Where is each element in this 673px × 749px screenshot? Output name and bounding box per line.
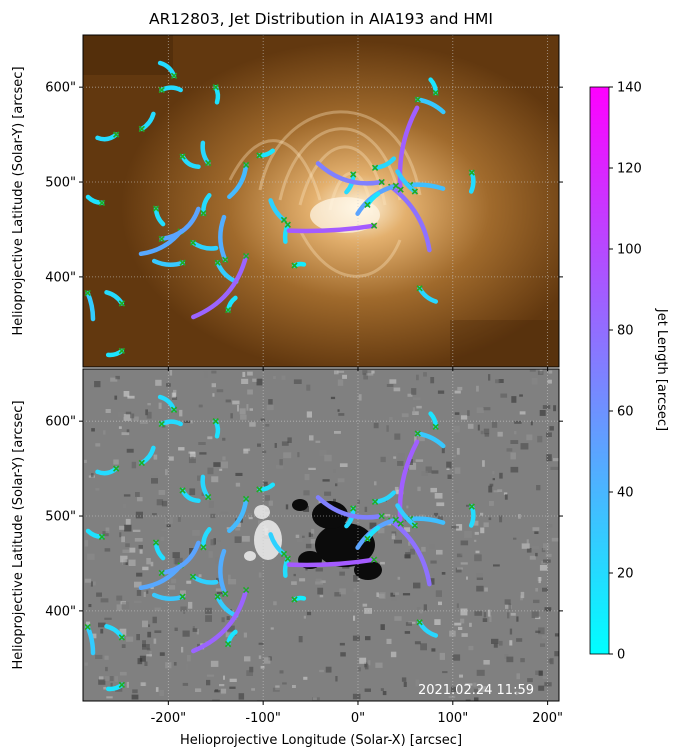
y-tick-label-1-2: 600" <box>45 415 76 430</box>
colorbar: 0 20 40 60 80 100 120 140 Jet Length [arcsec] <box>590 81 669 663</box>
timestamp: 2021.02.24 11:59 <box>418 683 534 698</box>
aia193-background <box>83 35 559 367</box>
colorbar-ticks: 0 20 40 60 80 100 120 140 <box>609 81 642 663</box>
jet-0-36 <box>471 173 473 192</box>
colorbar-tick-label-0: 0 <box>617 648 625 663</box>
chart-title: AR12803, Jet Distribution in AIA193 and … <box>149 10 493 28</box>
y-tick-label-0-2: 600" <box>45 81 76 96</box>
colorbar-tick-label-6: 120 <box>617 162 642 177</box>
panel-hmi: 2021.02.24 11:59 <box>83 369 565 707</box>
x-tick-label-4: 200" <box>532 711 563 726</box>
y-tick-label-0-0: 400" <box>45 270 76 285</box>
y-axis-label-bottom: Helioprojective Latitude (Solar-Y) [arcs… <box>11 400 26 669</box>
y-tick-label-1-1: 500" <box>45 510 76 525</box>
jet-1-36 <box>471 507 473 526</box>
colorbar-tick-label-2: 40 <box>617 486 634 501</box>
y-tick-label-1-0: 400" <box>45 604 76 619</box>
colorbar-gradient <box>590 87 609 654</box>
colorbar-tick-label-1: 20 <box>617 567 634 582</box>
colorbar-tick-label-5: 100 <box>617 243 642 258</box>
panel-aia193 <box>83 35 559 367</box>
colorbar-label: Jet Length [arcsec] <box>654 308 669 431</box>
y-tick-label-0-1: 500" <box>45 176 76 191</box>
x-tick-label-3: 100" <box>437 711 468 726</box>
colorbar-tick-label-7: 140 <box>617 81 642 96</box>
y-axis-label-top: Helioprojective Latitude (Solar-Y) [arcs… <box>11 66 26 335</box>
x-tick-label-0: -200" <box>151 711 186 726</box>
x-tick-label-1: -100" <box>245 711 280 726</box>
colorbar-tick-label-4: 80 <box>617 324 634 339</box>
colorbar-tick-label-3: 60 <box>617 405 634 420</box>
x-tick-label-2: 0" <box>351 711 365 726</box>
x-axis-label: Helioprojective Longitude (Solar-X) [arc… <box>180 733 462 748</box>
